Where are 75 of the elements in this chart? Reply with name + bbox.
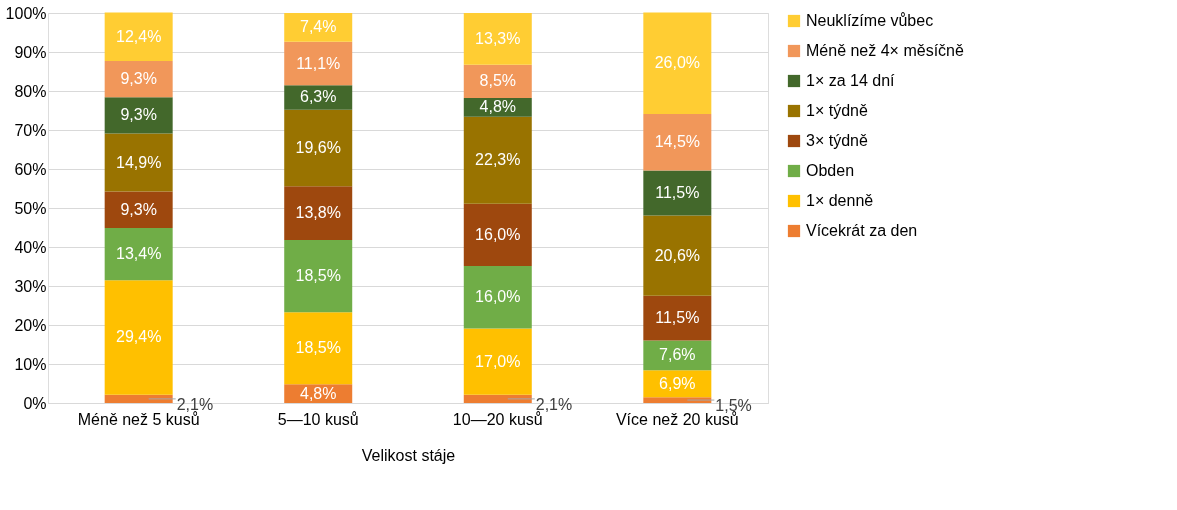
data-label: 2,1% — [176, 395, 214, 413]
data-label: 19,6% — [295, 138, 341, 156]
data-label: 26,0% — [654, 54, 701, 72]
data-label: 14,9% — [115, 153, 162, 171]
bar — [643, 295, 712, 341]
bar — [463, 116, 532, 204]
y-tick-label: 50% — [14, 199, 47, 217]
y-tick-label: 90% — [14, 43, 47, 61]
data-label: 11,5% — [655, 183, 700, 201]
bar — [284, 109, 353, 187]
y-tick-label: 100% — [5, 4, 47, 22]
bar — [643, 170, 712, 216]
legend-label: Vícekrát za den — [806, 222, 918, 239]
data-label: 7,4% — [299, 18, 337, 36]
y-tick-label: 0% — [23, 394, 47, 412]
bar — [643, 114, 712, 171]
legend-label: Neuklízíme vůbec — [806, 12, 934, 29]
data-label: 11,1% — [296, 54, 341, 72]
legend-label: 1× za 14 dní — [806, 72, 896, 89]
data-label: 7,6% — [659, 346, 696, 364]
y-tick-label: 40% — [14, 238, 47, 256]
data-label: 8,5% — [479, 72, 517, 90]
bar — [284, 186, 353, 240]
data-label: 18,5% — [295, 339, 341, 357]
data-label: 17,0% — [475, 352, 521, 370]
x-tick-label: Méně než 5 kusů — [77, 410, 200, 428]
data-label: 29,4% — [115, 328, 162, 346]
y-tick-label: 60% — [14, 160, 47, 178]
x-tick-label: Více než 20 kusů — [615, 410, 739, 428]
bar — [643, 215, 712, 296]
bar — [284, 312, 353, 385]
data-label: 2,1% — [535, 395, 573, 413]
data-label: 16,0% — [475, 288, 521, 306]
x-tick-label: 5—10 kusů — [277, 410, 359, 428]
data-label: 22,3% — [475, 151, 521, 169]
data-label: 12,4% — [115, 27, 162, 45]
bar — [284, 239, 353, 313]
data-label: 11,5% — [655, 309, 700, 327]
y-tick-label: 30% — [14, 277, 47, 295]
data-label: 9,3% — [120, 200, 157, 218]
data-label: 13,4% — [115, 245, 162, 263]
legend-label: 1× denně — [806, 192, 874, 209]
bar — [463, 13, 532, 65]
bar — [104, 280, 173, 395]
bar — [104, 133, 173, 192]
data-label: 4,8% — [479, 98, 517, 116]
y-tick-label: 20% — [14, 316, 47, 334]
y-tick-label: 80% — [14, 82, 47, 100]
data-label: 6,9% — [659, 374, 696, 392]
data-label: 20,6% — [654, 246, 701, 264]
bar — [463, 266, 532, 329]
data-label: 18,5% — [295, 267, 341, 285]
bar — [463, 328, 532, 395]
y-tick-label: 70% — [14, 121, 47, 139]
legend-label: 1× týdně — [806, 102, 868, 119]
bar — [104, 97, 173, 134]
y-tick-label: 10% — [14, 355, 47, 373]
bar — [643, 12, 712, 115]
bar — [104, 12, 173, 61]
data-label: 13,3% — [475, 29, 521, 47]
x-tick-label: 10—20 kusů — [452, 410, 543, 428]
legend-label: Méně než 4× měsíčně — [806, 42, 964, 59]
data-label: 4,8% — [299, 384, 337, 402]
data-label: 9,3% — [120, 106, 157, 124]
bar — [104, 227, 173, 281]
bar — [284, 41, 353, 86]
data-label: 9,3% — [120, 70, 157, 88]
data-label: 6,3% — [299, 88, 337, 106]
x-axis-title: Velikost stáje — [361, 446, 456, 464]
data-label: 14,5% — [654, 133, 701, 151]
legend-label: 3× týdně — [806, 132, 868, 149]
legend-label: Obden — [806, 162, 855, 179]
data-label: 16,0% — [475, 225, 521, 243]
bar — [463, 203, 532, 267]
data-label: 13,8% — [295, 204, 341, 222]
